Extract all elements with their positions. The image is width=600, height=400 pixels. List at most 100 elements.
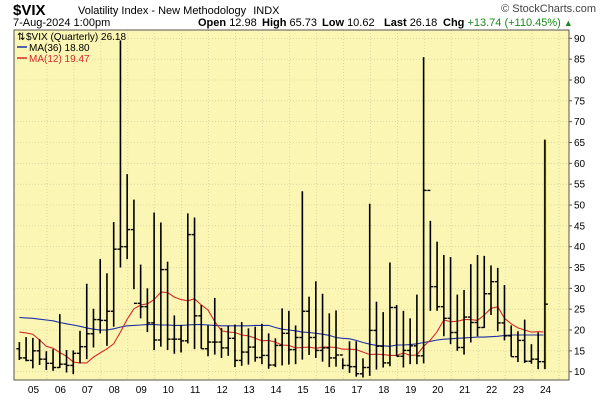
last-quote: Last 26.18 (384, 17, 437, 29)
x-tick-label: 13 (244, 385, 256, 396)
ohlc-bar (319, 293, 326, 362)
ohlc-bar (191, 217, 198, 350)
low-value: 10.62 (347, 17, 375, 29)
ohlc-bar (541, 139, 548, 370)
y-tick-label: 85 (574, 55, 586, 66)
ohlc-bar (420, 57, 427, 364)
legend-main-arrows-icon: ⇅ (17, 32, 25, 43)
x-tick-label: 09 (136, 385, 148, 396)
ohlc-bar (258, 323, 265, 365)
ohlc-bar (70, 350, 77, 375)
ohlc-bar (164, 261, 171, 350)
y-tick-label: 25 (574, 305, 586, 316)
ohlc-bar (50, 349, 57, 371)
ohlc-bar (299, 191, 306, 360)
x-tick-label: 08 (109, 385, 121, 396)
ohlc-bar (279, 308, 286, 366)
open-label: Open (198, 17, 227, 29)
ohlc-bar (514, 331, 521, 363)
ohlc-bar (494, 267, 501, 332)
open-quote: Open 12.98 (198, 17, 257, 29)
ohlc-bar (306, 296, 313, 355)
high-quote: High 65.73 (262, 17, 317, 29)
ohlc-bar (333, 310, 340, 367)
x-tick-label: 10 (163, 385, 175, 396)
x-tick-label: 14 (270, 385, 282, 396)
quote-date: 7-Aug-2024 1:00pm (13, 17, 111, 29)
x-tick-label: 15 (297, 385, 309, 396)
ohlc-bar (205, 325, 212, 357)
grid-lines (14, 30, 569, 380)
ohlc-bar (117, 40, 124, 268)
x-tick-label: 17 (351, 385, 363, 396)
ohlc-bar (461, 290, 468, 355)
y-axis: 10 15 20 25 30 35 40 45 50 55 60 65 70 75 80 85 90 (569, 34, 586, 378)
ohlc-bar (151, 212, 158, 350)
y-tick-label: 40 (574, 242, 586, 253)
x-tick-label: 05 (28, 385, 40, 396)
x-tick-label: 21 (459, 385, 471, 396)
ohlc-bar (137, 264, 144, 319)
ohlc-bar (130, 199, 137, 305)
ohlc-bar (447, 257, 454, 345)
ohlc-bar (440, 255, 447, 337)
y-tick-label: 75 (574, 96, 586, 107)
ohlc-bar (285, 310, 292, 365)
ohlc-bar (380, 312, 387, 368)
ohlc-bar (184, 213, 191, 344)
ohlc-bar (211, 297, 218, 355)
ohlc-bar (97, 259, 104, 334)
chg-value: +13.74 (+110.45%) (467, 17, 561, 29)
ohlc-bar (218, 327, 225, 358)
ohlc-bar (29, 337, 36, 369)
x-tick-label: 12 (217, 385, 229, 396)
x-tick-label: 06 (55, 385, 67, 396)
ohlc-bar (359, 358, 366, 378)
y-tick-label: 50 (574, 201, 586, 212)
ohlc-bar (407, 318, 414, 365)
ohlc-bar (326, 313, 333, 368)
high-value: 65.73 (289, 17, 318, 29)
low-quote: Low 10.62 (322, 17, 375, 29)
x-tick-label: 23 (513, 385, 525, 396)
ohlc-bar (474, 255, 481, 337)
ohlc-bar (231, 324, 238, 368)
open-value: 12.98 (229, 17, 257, 29)
index-name: Volatility Index - New Methodology INDX (78, 5, 280, 17)
y-tick-label: 90 (574, 34, 586, 45)
ohlc-bar (245, 328, 252, 365)
x-tick-label: 16 (324, 385, 336, 396)
x-axis: 05 06 07 08 09 10 11 12 13 14 15 16 17 18 19 20 21 22 23 24 (28, 385, 552, 396)
y-tick-label: 15 (574, 346, 586, 357)
symbol: $VIX (13, 2, 46, 19)
ohlc-bar (103, 273, 110, 346)
x-tick-label: 07 (82, 385, 94, 396)
ohlc-bar (393, 305, 400, 357)
x-tick-label: 20 (432, 385, 444, 396)
ohlc-bar (23, 337, 30, 362)
ohlc-bar (346, 341, 353, 373)
y-tick-label: 20 (574, 326, 586, 337)
legend-ma36-label: MA(36) 18.80 (29, 43, 90, 54)
ohlc-bar (427, 189, 434, 311)
legend-ma12: MA(12) 19.47 (17, 54, 90, 65)
y-tick-label: 45 (574, 221, 586, 232)
ohlc-bar (43, 351, 50, 370)
ohlc-bar (157, 222, 164, 347)
ohlc-bar (110, 222, 117, 327)
ohlc-bar (535, 332, 542, 370)
ohlc-bar (90, 308, 97, 348)
change-quote: Chg +13.74 (+110.45%) ▲ (443, 17, 573, 29)
ohlc-bar (481, 255, 488, 329)
ohlc-bar (56, 314, 63, 369)
ohlc-bar (413, 294, 420, 365)
watermark: © StockCharts.com (501, 3, 596, 15)
ohlc-bar (272, 338, 279, 368)
ohlc-bar (77, 330, 84, 364)
ohlc-bar (171, 315, 178, 354)
x-tick-label: 11 (190, 385, 201, 396)
ohlc-bar (312, 281, 319, 358)
y-tick-label: 65 (574, 138, 586, 149)
high-label: High (262, 17, 287, 29)
ohlc-bar (83, 283, 90, 360)
